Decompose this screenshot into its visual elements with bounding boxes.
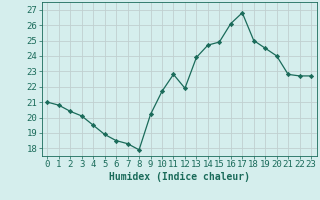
X-axis label: Humidex (Indice chaleur): Humidex (Indice chaleur)	[109, 172, 250, 182]
